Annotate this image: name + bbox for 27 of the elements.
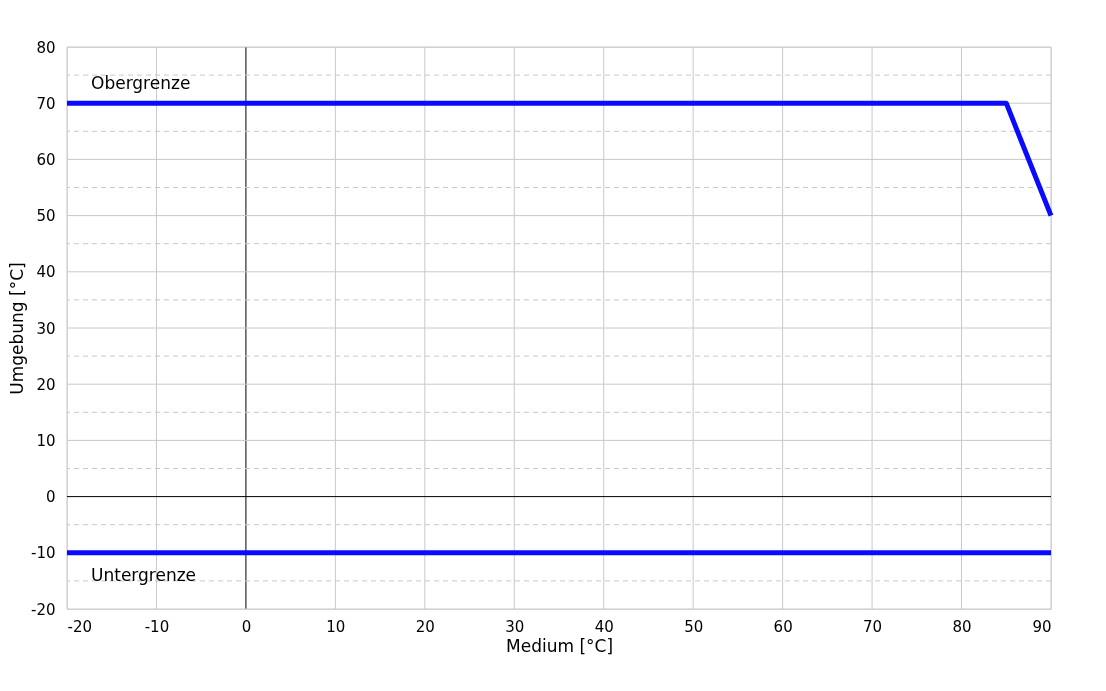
x-tick-label: -20 xyxy=(67,617,92,636)
y-tick-label: 60 xyxy=(36,150,56,169)
x-tick-label: 50 xyxy=(684,617,704,636)
y-tick-label: -20 xyxy=(31,600,56,619)
y-tick-label: 50 xyxy=(36,207,56,226)
y-tick-label: 70 xyxy=(36,94,56,113)
x-tick-label: 60 xyxy=(773,617,793,636)
y-tick-label: 0 xyxy=(45,488,56,507)
x-tick-label: 10 xyxy=(326,617,346,636)
y-tick-label: -10 xyxy=(31,544,56,563)
x-tick-label: 90 xyxy=(1032,617,1052,636)
annotation: Obergrenze xyxy=(91,73,191,94)
y-tick-label: 10 xyxy=(36,431,56,450)
x-tick-label: 40 xyxy=(594,617,614,636)
y-tick-label: 20 xyxy=(36,375,56,394)
x-tick-label: 0 xyxy=(241,617,252,636)
x-axis-title: Medium [°C] xyxy=(505,635,614,656)
x-tick-label: 70 xyxy=(863,617,883,636)
y-tick-label: 30 xyxy=(36,319,56,338)
annotation: Untergrenze xyxy=(91,564,197,585)
x-tick-label: 30 xyxy=(505,617,525,636)
x-tick-label: -10 xyxy=(144,617,170,636)
x-tick-label: 20 xyxy=(415,617,435,636)
y-tick-label: 40 xyxy=(36,263,56,282)
y-tick-label: 80 xyxy=(36,38,56,57)
y-axis-title: Umgebung [°C] xyxy=(7,262,27,395)
x-tick-label: 80 xyxy=(952,617,972,636)
